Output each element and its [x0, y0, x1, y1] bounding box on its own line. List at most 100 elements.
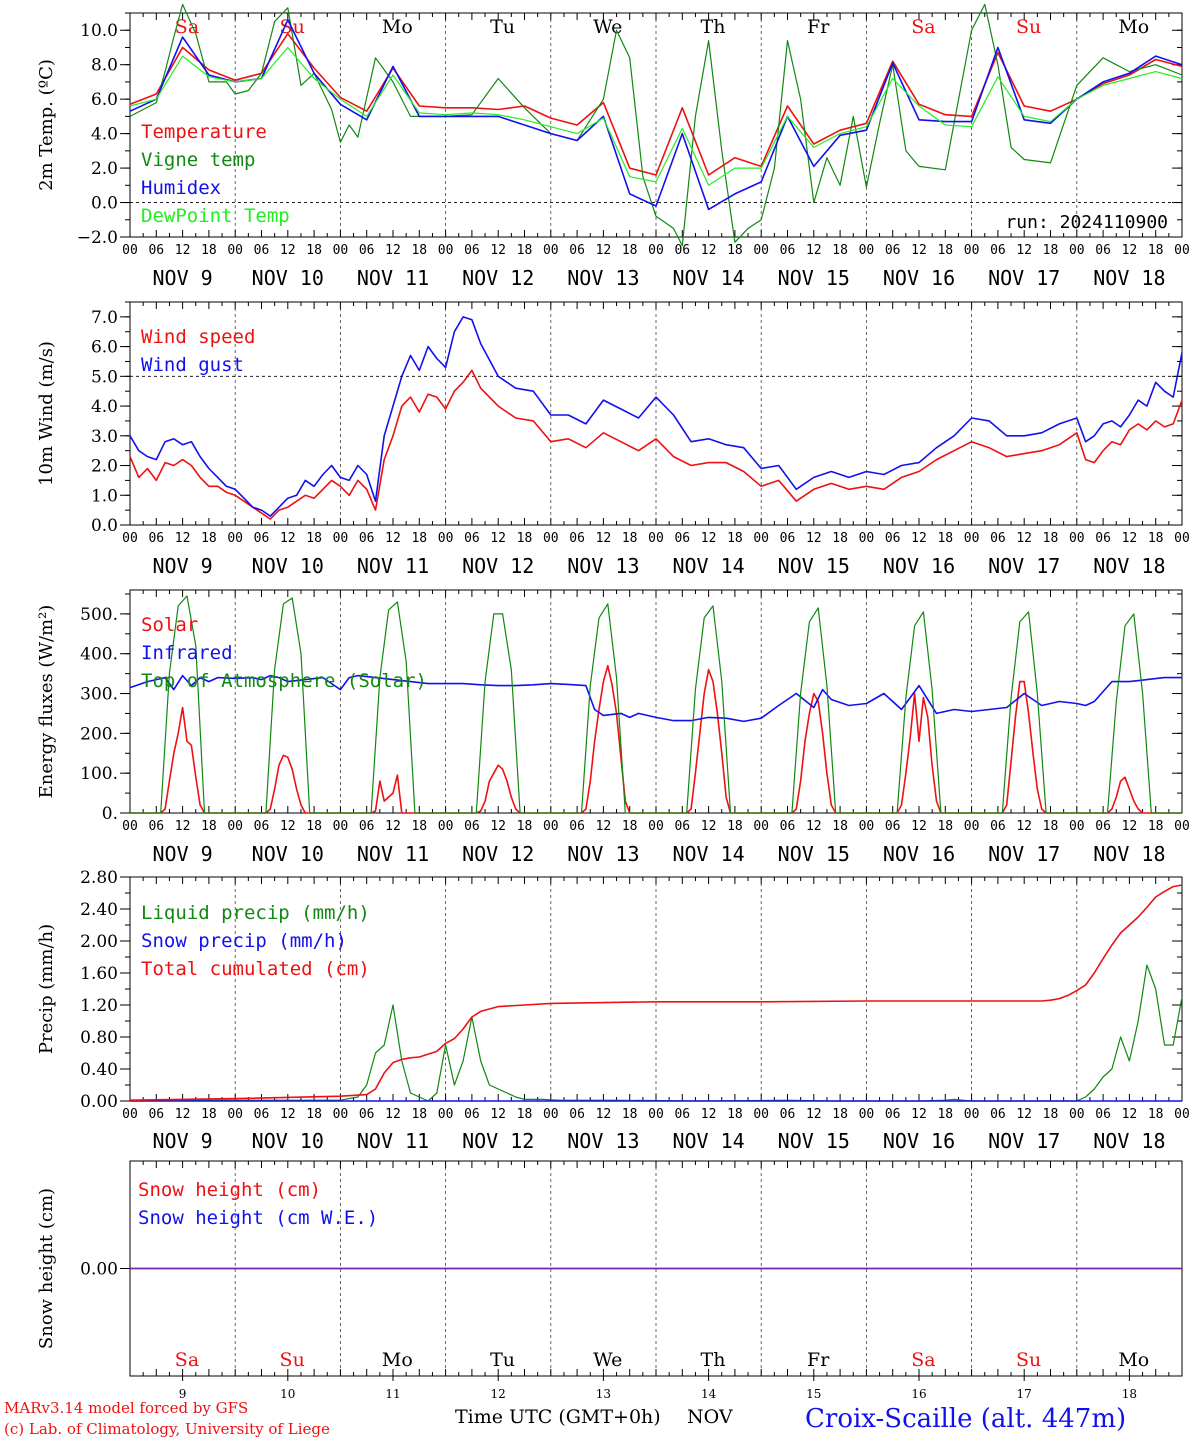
hour-tick-label: 18: [306, 1107, 322, 1122]
hour-tick-label: 12: [1016, 819, 1032, 834]
day-label: NOV 11: [357, 266, 429, 290]
hour-tick-label: 00: [1174, 243, 1190, 258]
hour-tick-label: 12: [596, 1107, 612, 1122]
hour-tick-label: 12: [911, 1107, 927, 1122]
plot-frame: [129, 12, 1183, 238]
hour-tick-label: 12: [701, 819, 717, 834]
legend-entry: Temperature: [141, 121, 267, 143]
day-label: NOV 16: [883, 1129, 955, 1153]
hour-tick-label: 06: [569, 819, 585, 834]
hour-tick-label: 00: [753, 1107, 769, 1122]
legend-entry: Liquid precip (mm/h): [141, 902, 370, 924]
hour-tick-label: 00: [438, 243, 454, 258]
plot-panels: −2.0 0.0 2.0 4.0 6.0 8.0 10.0 2m Temp. (ºC) 00 06…: [36, 3, 1190, 1401]
day-label: NOV 12: [462, 1129, 534, 1153]
hour-tick-label: 06: [674, 243, 690, 258]
hour-tick-label: 12: [385, 243, 401, 258]
hour-tick-label: 12: [385, 819, 401, 834]
hour-tick-label: 18: [832, 243, 848, 258]
day-number-label: 13: [596, 1387, 611, 1401]
hour-tick-label: 00: [122, 243, 138, 258]
y-tick-label: 0.0: [91, 516, 118, 536]
hour-tick-label: 06: [464, 531, 480, 546]
y-tick-label: 4.0: [91, 125, 118, 145]
plot-frame: [129, 589, 1183, 814]
hour-tick-label: 12: [701, 531, 717, 546]
series-line-humidex: [129, 19, 1183, 211]
day-label: NOV 13: [567, 266, 639, 290]
hour-tick-label: 12: [1122, 1107, 1138, 1122]
legend-entry: Snow height (cm W.E.): [138, 1207, 378, 1229]
hour-tick-label: 00: [1069, 819, 1085, 834]
hour-tick-label: 00: [859, 531, 875, 546]
hour-tick-label: 12: [596, 243, 612, 258]
y-tick-label: 400.: [80, 645, 118, 665]
hour-tick-label: 18: [832, 1107, 848, 1122]
model-credit: MARv3.14 model forced by GFS: [4, 1399, 248, 1417]
hour-tick-label: 18: [1148, 819, 1164, 834]
hour-tick-label: 12: [806, 1107, 822, 1122]
hour-tick-label: 18: [201, 531, 217, 546]
y-tick-label: 1.20: [80, 996, 118, 1016]
hour-tick-label: 18: [517, 1107, 533, 1122]
day-label: NOV 11: [357, 842, 429, 866]
y-tick-label: 2.80: [80, 868, 118, 888]
hour-tick-label: 12: [490, 531, 506, 546]
hour-tick-label: 06: [148, 1107, 164, 1122]
hour-tick-label: 00: [543, 819, 559, 834]
lab-credit: (c) Lab. of Climatology, University of L…: [4, 1420, 330, 1438]
hour-tick-label: 18: [201, 1107, 217, 1122]
hour-tick-label: 00: [122, 819, 138, 834]
hour-tick-label: 06: [464, 1107, 480, 1122]
hour-tick-label: 18: [1148, 243, 1164, 258]
series-line-total-cumulated-cm-: [129, 884, 1183, 1101]
day-label: NOV 10: [252, 554, 324, 578]
hour-tick-label: 00: [227, 243, 243, 258]
hour-tick-label: 06: [569, 1107, 585, 1122]
weekday-label: Sa: [911, 16, 935, 38]
hour-tick-label: 12: [596, 819, 612, 834]
hour-tick-label: 18: [1043, 243, 1059, 258]
hour-tick-label: 00: [859, 243, 875, 258]
day-label: NOV 13: [567, 554, 639, 578]
day-label: NOV 18: [1093, 266, 1165, 290]
hour-tick-label: 12: [1122, 243, 1138, 258]
weekday-label: Mo: [1118, 16, 1149, 38]
hour-tick-label: 18: [411, 1107, 427, 1122]
y-tick-label: 7.0: [91, 308, 118, 328]
day-number-label: 11: [385, 1387, 400, 1401]
day-label: NOV 12: [462, 554, 534, 578]
hour-tick-label: 06: [359, 1107, 375, 1122]
hour-tick-label: 12: [280, 1107, 296, 1122]
hour-tick-label: 12: [490, 243, 506, 258]
hour-tick-label: 18: [517, 243, 533, 258]
hour-tick-label: 18: [411, 243, 427, 258]
day-label: NOV 14: [672, 554, 744, 578]
y-axis-label: Snow height (cm): [36, 1188, 57, 1349]
hour-tick-label: 00: [543, 531, 559, 546]
hour-tick-label: 00: [753, 819, 769, 834]
hour-tick-label: 12: [701, 1107, 717, 1122]
y-axis-label: 10m Wind (m/s): [36, 341, 57, 486]
y-tick-label: 0.00: [80, 1092, 118, 1112]
hour-tick-label: 12: [701, 243, 717, 258]
hour-tick-label: 00: [648, 1107, 664, 1122]
hour-tick-label: 06: [990, 243, 1006, 258]
y-tick-label: 0.80: [80, 1028, 118, 1048]
hour-tick-label: 06: [359, 531, 375, 546]
y-tick-label: 0.: [102, 804, 118, 824]
hour-tick-label: 06: [780, 1107, 796, 1122]
day-label: NOV 15: [778, 266, 850, 290]
y-axis-label: 2m Temp. (ºC): [36, 59, 57, 191]
weekday-label: Sa: [911, 1349, 935, 1371]
hour-tick-label: 06: [359, 243, 375, 258]
hour-tick-label: 12: [175, 819, 191, 834]
y-tick-label: 100.: [80, 764, 118, 784]
y-axis-label: Precip (mm/h): [36, 924, 57, 1054]
weekday-label: Th: [701, 1349, 726, 1371]
y-tick-label: 1.60: [80, 964, 118, 984]
hour-tick-label: 18: [622, 819, 638, 834]
panel-energy: 0. 100. 200. 300. 400. 500. Energy fluxes (W/m…: [36, 589, 1190, 866]
day-number-label: 10: [280, 1387, 295, 1401]
